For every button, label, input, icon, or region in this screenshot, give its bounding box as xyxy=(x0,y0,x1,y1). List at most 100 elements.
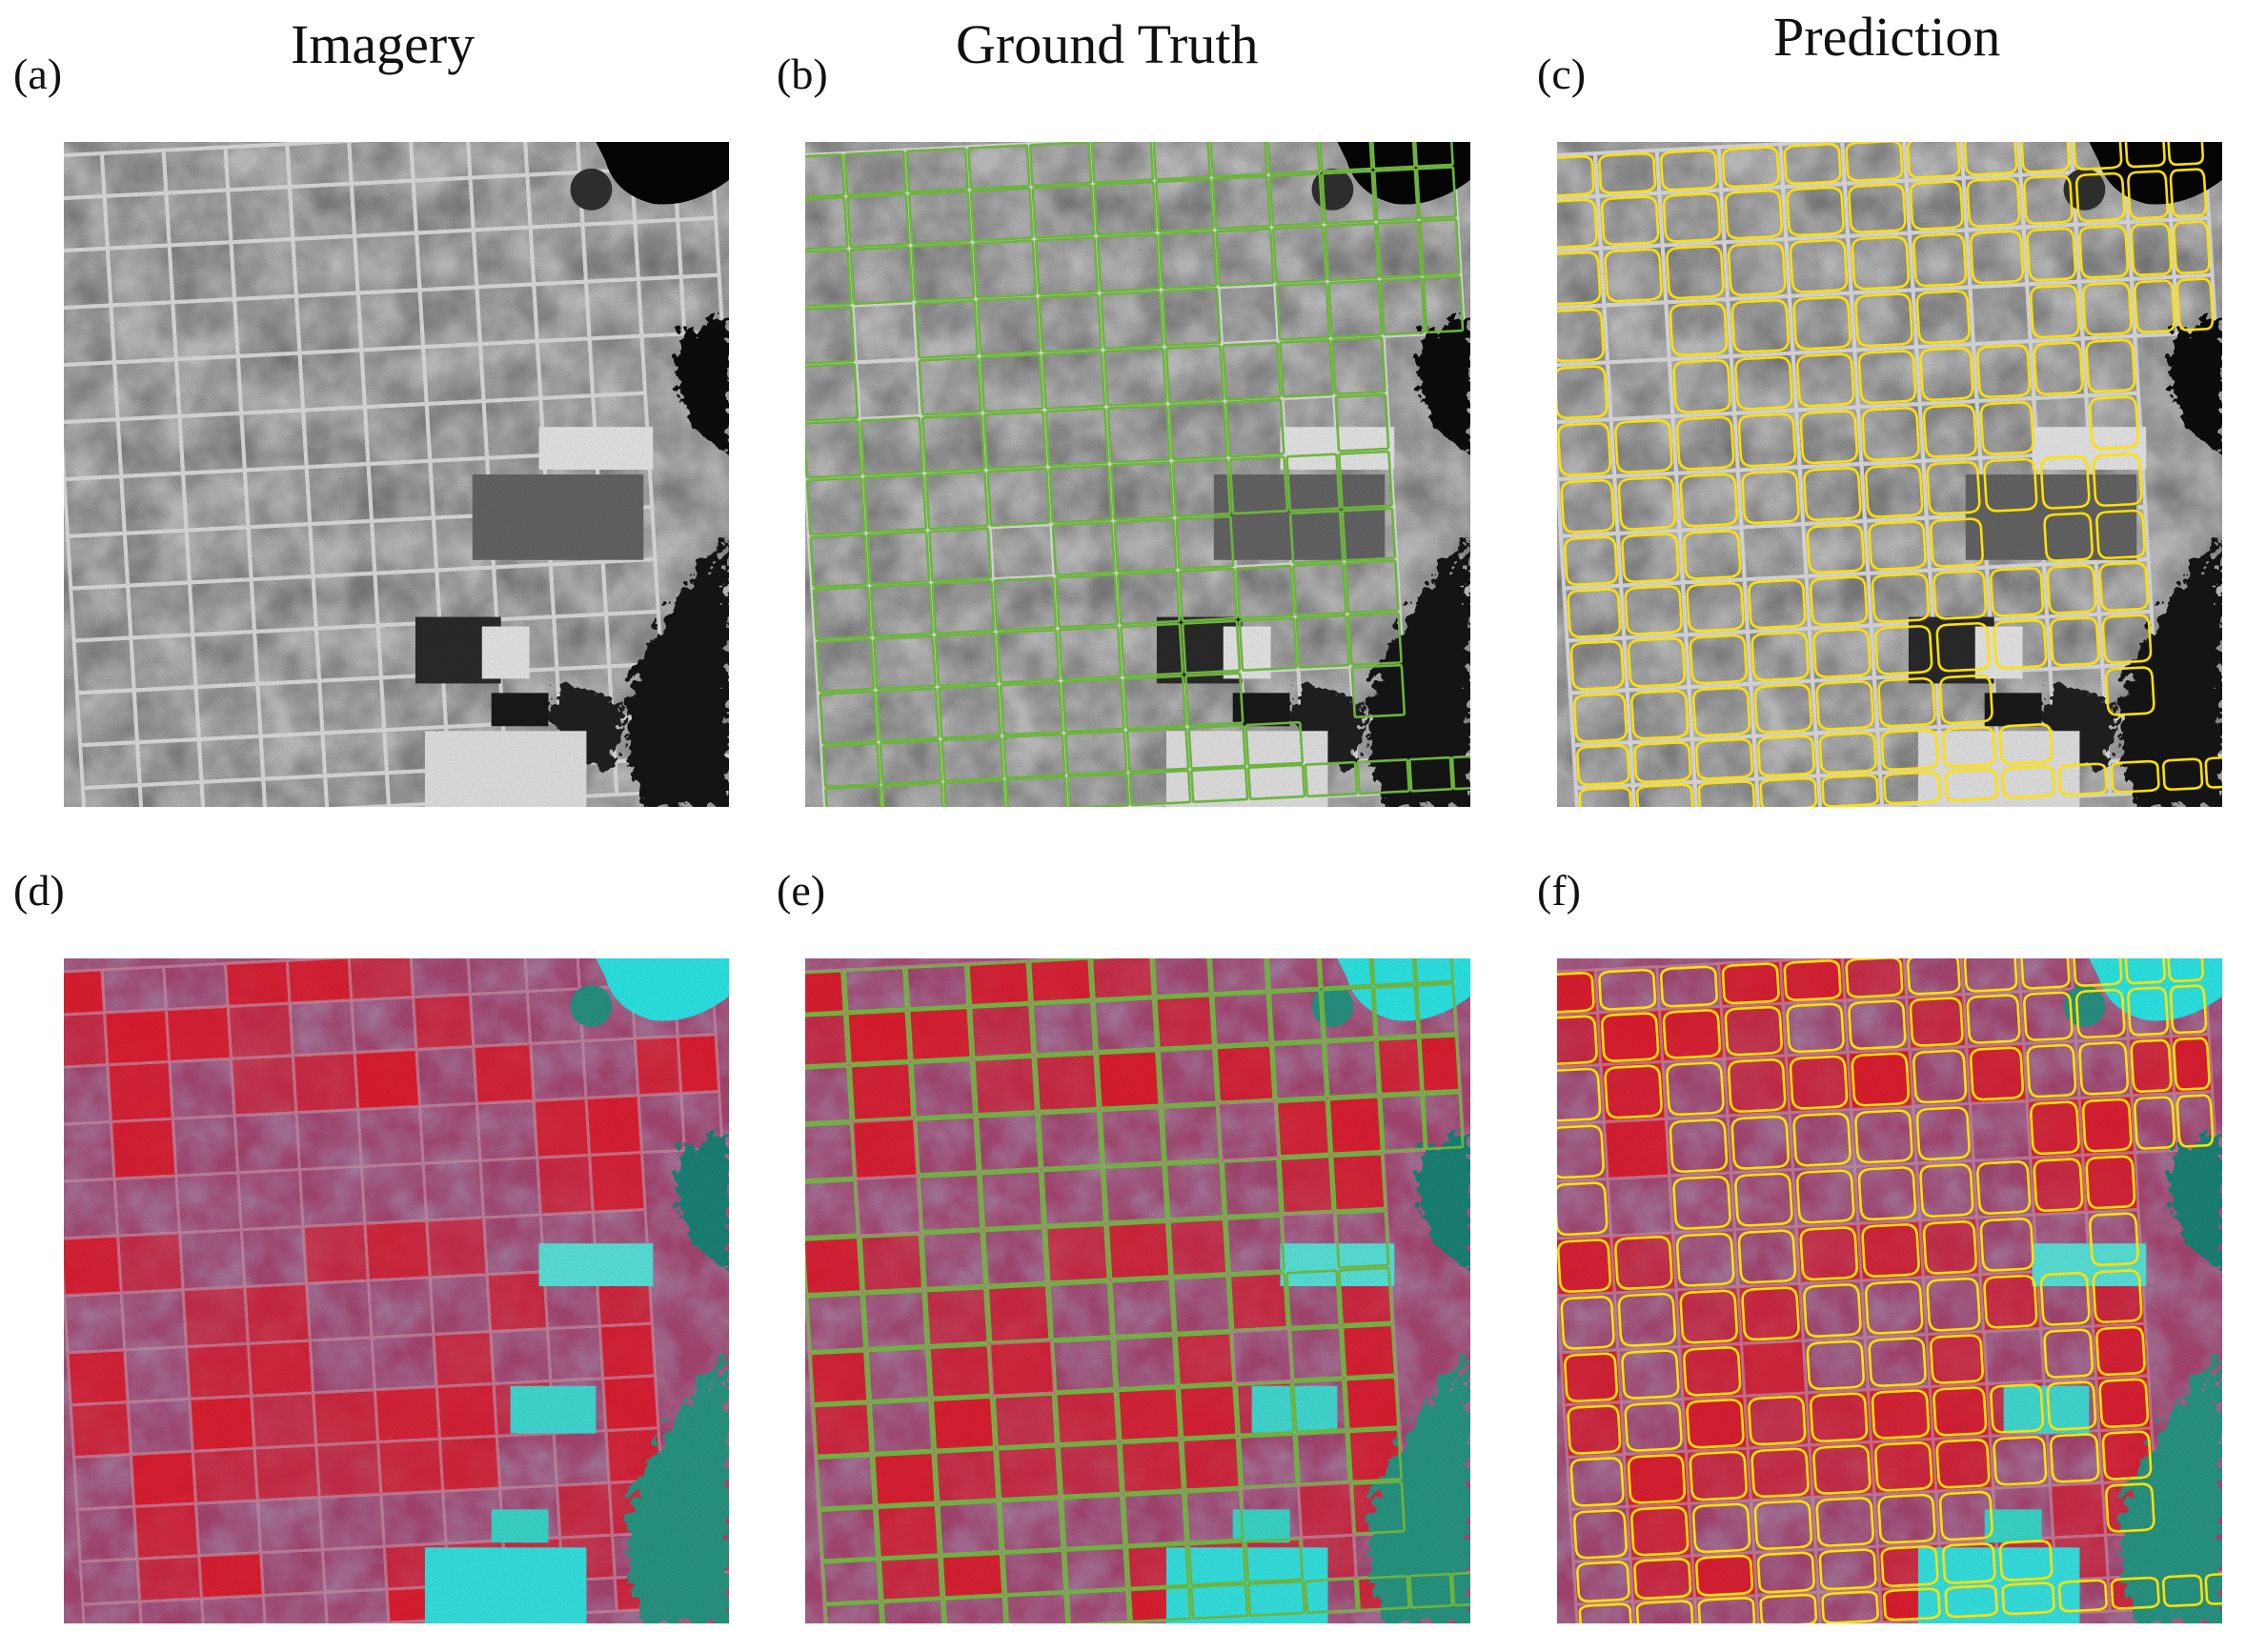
field-outline xyxy=(1557,365,1609,420)
field-outline xyxy=(1909,997,1964,1047)
field-outline xyxy=(2092,1269,2143,1323)
field-outline xyxy=(2039,1272,2091,1326)
field-outline xyxy=(1689,634,1748,685)
field-outline xyxy=(881,1598,944,1623)
field-outline xyxy=(2098,561,2149,612)
panel-d-false-color-imagery xyxy=(64,958,729,1623)
field-outline xyxy=(1983,457,2038,513)
field-outline xyxy=(1845,958,1904,998)
field-outline xyxy=(973,1056,1038,1116)
field-outline xyxy=(805,1013,849,1067)
panel-label-b: (b) xyxy=(777,50,828,98)
field-outline xyxy=(1279,1155,1334,1215)
field-outline xyxy=(1689,1450,1748,1501)
field-outline xyxy=(1750,1447,1810,1499)
field-outline xyxy=(1228,455,1289,515)
field-outline xyxy=(1789,1055,1849,1110)
field-outline xyxy=(1569,1457,1625,1507)
field-outline xyxy=(1969,230,2024,285)
field-outline xyxy=(843,966,907,1013)
field-outline xyxy=(1238,1433,1299,1488)
field-outline xyxy=(1966,177,2021,228)
field-outline xyxy=(969,187,1034,242)
field-outline xyxy=(849,245,914,306)
field-outline xyxy=(1845,142,1904,182)
field-outline xyxy=(1061,677,1125,734)
field-outline xyxy=(1093,180,1158,236)
field-outline xyxy=(1675,1232,1735,1287)
field-outline xyxy=(1042,1166,1106,1227)
field-outline xyxy=(1376,220,1423,279)
field-outline xyxy=(1125,1543,1190,1590)
field-outline xyxy=(1408,1572,1454,1609)
field-outline xyxy=(1244,1538,1305,1583)
field-outline xyxy=(1158,1046,1218,1106)
field-outline xyxy=(1569,640,1625,691)
field-outline xyxy=(1324,222,1380,282)
field-outline xyxy=(1063,1546,1128,1593)
field-outline xyxy=(976,1113,1041,1173)
field-outline xyxy=(1756,735,1815,777)
field-outline xyxy=(1113,517,1178,574)
field-outline xyxy=(2049,616,2100,667)
field-outline xyxy=(1123,675,1187,730)
field-outline xyxy=(1868,520,1927,571)
field-outline xyxy=(1379,1093,1427,1153)
field-outline xyxy=(967,960,1031,1007)
field-outline xyxy=(1799,410,1858,465)
field-outline xyxy=(1686,1398,1745,1449)
field-outline xyxy=(1175,514,1235,571)
field-outline xyxy=(1235,564,1295,620)
field-outline xyxy=(1034,236,1100,296)
field-outline xyxy=(812,1401,872,1458)
field-outline xyxy=(1224,1215,1285,1275)
field-outline xyxy=(2105,666,2155,716)
grayscale-with-prediction xyxy=(1557,142,2222,807)
field-outline xyxy=(973,239,1038,299)
field-outline xyxy=(1560,1296,1615,1350)
field-outline xyxy=(1614,1236,1673,1290)
field-outline xyxy=(1567,1404,1622,1455)
field-outline xyxy=(1792,295,1851,351)
field-outline xyxy=(2030,284,2080,339)
field-outline xyxy=(1090,958,1155,1000)
field-outline xyxy=(928,1343,993,1400)
field-outline xyxy=(819,1506,879,1561)
field-outline xyxy=(2049,1433,2100,1483)
field-outline xyxy=(1635,1600,1694,1623)
field-outline xyxy=(1419,218,1461,277)
field-outline xyxy=(1268,989,1325,1044)
field-outline xyxy=(2134,1096,2176,1150)
field-outline xyxy=(1120,622,1184,678)
field-outline xyxy=(1864,463,1924,518)
field-outline xyxy=(805,419,862,479)
field-outline xyxy=(1275,281,1331,341)
field-outline xyxy=(1181,619,1242,675)
field-outline xyxy=(1557,1239,1612,1293)
field-outline xyxy=(1557,155,1595,197)
field-outline xyxy=(1028,958,1093,1004)
field-outline xyxy=(2078,224,2129,279)
field-outline xyxy=(1799,1226,1858,1281)
field-outline xyxy=(1737,413,1797,468)
field-outline xyxy=(2081,1098,2133,1153)
field-outline xyxy=(2110,759,2160,794)
field-outline xyxy=(1695,737,1754,780)
field-outline xyxy=(1567,588,1622,638)
field-outline xyxy=(2081,281,2133,336)
field-outline xyxy=(1627,637,1687,688)
ground-truth-outlines xyxy=(805,142,1470,807)
field-outline xyxy=(1979,401,2034,455)
field-outline xyxy=(1906,142,1961,179)
field-outline xyxy=(1450,755,1470,791)
field-outline xyxy=(934,1448,999,1503)
field-outline xyxy=(1848,183,1907,233)
field-outline xyxy=(993,1393,1058,1448)
field-outline xyxy=(1304,1577,1359,1615)
field-outline xyxy=(1812,628,1872,678)
field-outline xyxy=(1557,1181,1609,1237)
field-outline xyxy=(1621,533,1680,583)
field-outline xyxy=(924,1286,989,1347)
field-outline xyxy=(2167,958,2204,983)
field-outline xyxy=(1187,724,1247,770)
